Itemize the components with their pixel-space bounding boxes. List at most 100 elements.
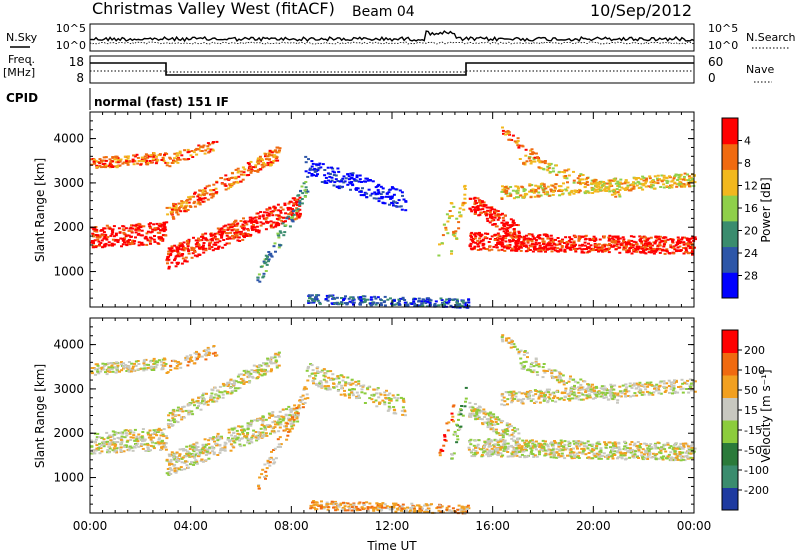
echo-cell	[243, 221, 246, 223]
echo-cell	[151, 229, 154, 231]
echo-cell	[614, 248, 617, 250]
echo-cell	[282, 416, 285, 418]
echo-cell	[550, 245, 553, 247]
echo-cell	[654, 241, 657, 243]
echo-cell	[130, 370, 133, 372]
echo-cell	[139, 164, 142, 166]
echo-cell	[257, 419, 260, 421]
echo-cell	[107, 369, 110, 371]
echo-cell	[213, 397, 216, 399]
echo-cell	[94, 246, 97, 248]
echo-cell	[319, 380, 322, 382]
echo-cell	[214, 387, 217, 389]
echo-cell	[212, 353, 215, 355]
echo-cell	[229, 387, 232, 389]
echo-cell	[112, 239, 115, 241]
echo-cell	[253, 365, 256, 367]
noise-right-label: N.Search	[746, 31, 796, 44]
echo-cell	[464, 188, 467, 190]
echo-cell	[152, 437, 155, 439]
echo-cell	[474, 207, 477, 209]
echo-cell	[274, 423, 277, 425]
echo-cell	[173, 157, 176, 159]
echo-cell	[461, 511, 464, 513]
echo-cell	[129, 446, 132, 448]
echo-cell	[250, 172, 253, 174]
echo-cell	[249, 425, 252, 427]
echo-cell	[186, 240, 189, 242]
echo-cell	[661, 241, 664, 243]
echo-cell	[150, 162, 153, 164]
echo-cell	[622, 236, 625, 238]
echo-cell	[279, 418, 282, 420]
echo-cell	[656, 180, 659, 182]
echo-cell	[479, 203, 482, 205]
echo-cell	[333, 297, 336, 299]
echo-cell	[470, 210, 473, 212]
echo-cell	[412, 301, 415, 303]
echo-cell	[346, 377, 349, 379]
echo-cell	[611, 236, 614, 238]
echo-cell	[506, 247, 509, 249]
echo-cell	[270, 154, 273, 156]
echo-cell	[183, 210, 186, 212]
echo-cell	[94, 228, 97, 230]
echo-cell	[470, 243, 473, 245]
echo-cell	[212, 150, 215, 152]
echo-cell	[535, 241, 538, 243]
echo-cell	[527, 241, 530, 243]
echo-cell	[658, 244, 661, 246]
echo-cell	[191, 399, 194, 401]
echo-cell	[107, 363, 110, 365]
echo-cell	[329, 379, 332, 381]
echo-cell	[241, 239, 244, 241]
echo-cell	[348, 389, 351, 391]
echo-cell	[232, 432, 235, 434]
echo-cell	[342, 376, 345, 378]
echo-cell	[410, 303, 413, 305]
echo-cell	[106, 373, 109, 375]
echo-cell	[340, 374, 343, 376]
echo-cell	[266, 214, 269, 216]
echo-cell	[443, 224, 446, 226]
echo-cell	[230, 450, 233, 452]
echo-cell	[174, 360, 177, 362]
echo-cell	[261, 424, 264, 426]
echo-cell	[594, 244, 597, 246]
echo-cell	[204, 149, 207, 151]
echo-cell	[645, 241, 648, 243]
echo-cell	[402, 400, 405, 402]
echo-cell	[279, 210, 282, 212]
echo-cell	[547, 186, 550, 188]
echo-cell	[649, 177, 652, 179]
echo-cell	[268, 417, 271, 419]
echo-cell	[202, 194, 205, 196]
echo-cell	[217, 238, 220, 240]
echo-cell	[215, 141, 218, 143]
echo-cell	[663, 243, 666, 245]
echo-cell	[149, 430, 152, 432]
echo-cell	[137, 157, 140, 159]
echo-cell	[183, 242, 186, 244]
echo-cell	[349, 384, 352, 386]
echo-cell	[475, 233, 478, 235]
echo-cell	[542, 161, 545, 163]
echo-cell	[380, 504, 383, 506]
echo-cell	[654, 236, 657, 238]
echo-cell	[266, 365, 269, 367]
echo-cell	[319, 303, 322, 305]
echo-cell	[257, 163, 260, 165]
echo-cell	[271, 256, 274, 258]
echo-cell	[169, 461, 172, 463]
echo-cell	[208, 244, 211, 246]
echo-cell	[681, 237, 684, 239]
echo-cell	[216, 439, 219, 441]
echo-cell	[187, 245, 190, 247]
echo-cell	[210, 393, 213, 395]
echo-cell	[175, 209, 178, 211]
echo-cell	[181, 255, 184, 257]
echo-cell	[147, 367, 150, 369]
echo-cell	[310, 505, 313, 507]
echo-cell	[322, 163, 325, 165]
echo-cell	[332, 507, 335, 509]
